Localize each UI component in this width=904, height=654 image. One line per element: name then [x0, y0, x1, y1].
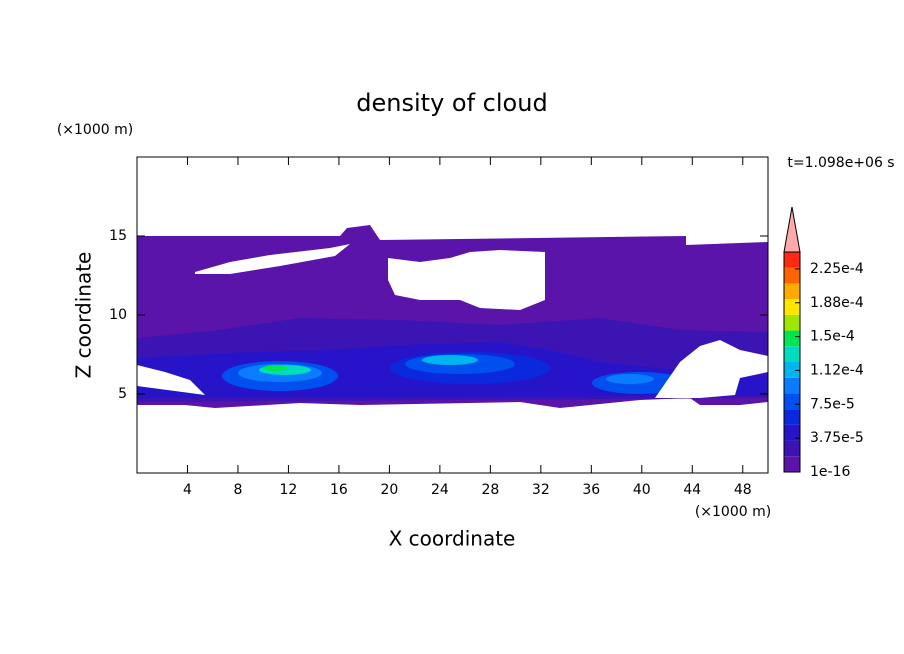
colorbar-band — [784, 409, 800, 425]
x-tick-label: 24 — [431, 482, 449, 498]
colorbar-band — [784, 252, 800, 268]
y-tick-label: 10 — [109, 307, 127, 323]
contour-region — [422, 355, 478, 365]
colorbar-tick-label: 1e-16 — [810, 464, 850, 480]
colorbar-tick-label: 7.5e-5 — [810, 396, 855, 412]
colorbar-extend — [783, 206, 801, 253]
colorbar-band — [784, 440, 800, 457]
x-tick-label: 44 — [683, 482, 701, 498]
y-tick-label: 15 — [109, 228, 127, 244]
contour-region — [606, 374, 654, 384]
colorbar-band — [784, 283, 800, 300]
x-axis-label: X coordinate — [389, 527, 516, 551]
colorbar-band — [784, 346, 800, 362]
hole — [655, 340, 768, 398]
colorbar-band — [784, 393, 800, 410]
hole — [195, 244, 350, 274]
x-unit: (×1000 m) — [695, 504, 771, 520]
colorbar-tick-label: 1.5e-4 — [810, 329, 855, 345]
hole — [137, 365, 205, 395]
colorbar-band — [784, 267, 800, 284]
colorbar-frame — [783, 251, 801, 473]
annotation: t=1.098e+06 s — [787, 155, 894, 171]
colorbar-tick-label: 2.25e-4 — [810, 261, 864, 277]
colorbar-band — [784, 377, 800, 394]
x-tick-label: 12 — [280, 482, 298, 498]
colorbar-tick-label: 3.75e-5 — [810, 430, 864, 446]
colorbar-band — [784, 456, 800, 472]
colorbar-band — [784, 330, 800, 347]
x-tick-label: 40 — [633, 482, 651, 498]
x-tick-label: 16 — [330, 482, 348, 498]
x-tick-label: 32 — [532, 482, 550, 498]
colorbar-tick-label: 1.88e-4 — [810, 295, 864, 311]
x-tick-label: 28 — [481, 482, 499, 498]
hole — [388, 250, 545, 310]
y-axis-label: Z coordinate — [72, 252, 96, 379]
x-tick-label: 8 — [233, 482, 242, 498]
x-tick-label: 20 — [380, 482, 398, 498]
colorbar-tick-label: 1.12e-4 — [810, 362, 864, 378]
x-tick-label: 36 — [582, 482, 600, 498]
colorbar-band — [784, 314, 800, 331]
colorbar-band — [784, 299, 800, 315]
chart-title: density of cloud — [356, 89, 547, 117]
contour-field — [137, 225, 768, 408]
x-tick-label: 48 — [734, 482, 752, 498]
colorbar-band — [784, 424, 800, 441]
y-tick-label: 5 — [118, 386, 127, 402]
contour-region — [263, 365, 287, 371]
x-tick-label: 4 — [183, 482, 192, 498]
colorbar-band — [784, 362, 800, 378]
y-unit: (×1000 m) — [57, 122, 133, 138]
